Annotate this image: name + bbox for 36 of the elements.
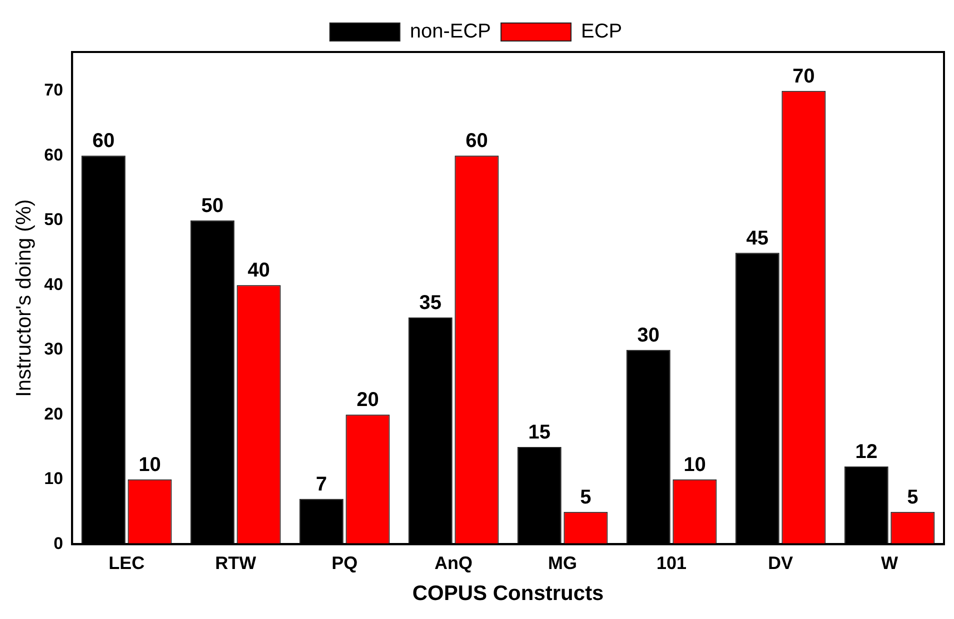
- data-label: 60: [92, 130, 115, 152]
- x-tick-label: RTW: [215, 552, 256, 573]
- y-tick-label: 20: [44, 404, 64, 424]
- data-label: 35: [419, 292, 442, 314]
- x-tick-label: AnQ: [434, 552, 473, 573]
- data-label: 15: [528, 422, 551, 444]
- x-tick-label: W: [881, 552, 898, 573]
- data-label: 5: [907, 486, 918, 508]
- data-label: 5: [580, 486, 592, 508]
- data-label: 60: [466, 130, 488, 152]
- data-label: 70: [792, 65, 815, 88]
- data-label: 12: [855, 441, 878, 463]
- legend-label: ECP: [581, 20, 622, 43]
- data-label: 7: [316, 473, 327, 496]
- y-tick-label: 10: [44, 469, 64, 488]
- data-label: 10: [684, 454, 706, 476]
- legend-label: non-ECP: [410, 20, 492, 43]
- x-axis-title: COPUS Constructs: [412, 582, 604, 606]
- y-axis-title: Instructor's doing (%): [12, 199, 36, 397]
- y-tick-label: 50: [44, 210, 64, 230]
- x-tick-label: DV: [768, 552, 794, 573]
- y-tick-label: 70: [44, 80, 64, 100]
- data-label: 40: [248, 260, 270, 282]
- x-tick-label: 101: [656, 552, 687, 573]
- x-tick-label: PQ: [332, 552, 358, 573]
- data-label: 45: [746, 227, 768, 250]
- data-label: 30: [637, 324, 660, 346]
- data-label: 50: [201, 194, 224, 217]
- y-tick-label: 60: [44, 145, 64, 164]
- y-tick-label: 30: [44, 340, 64, 359]
- x-tick-label: LEC: [108, 552, 145, 573]
- y-tick-label: 0: [54, 534, 64, 553]
- data-label: 10: [138, 454, 161, 476]
- data-label: 20: [356, 389, 379, 412]
- y-tick-label: 40: [44, 274, 64, 294]
- x-tick-label: MG: [548, 552, 578, 573]
